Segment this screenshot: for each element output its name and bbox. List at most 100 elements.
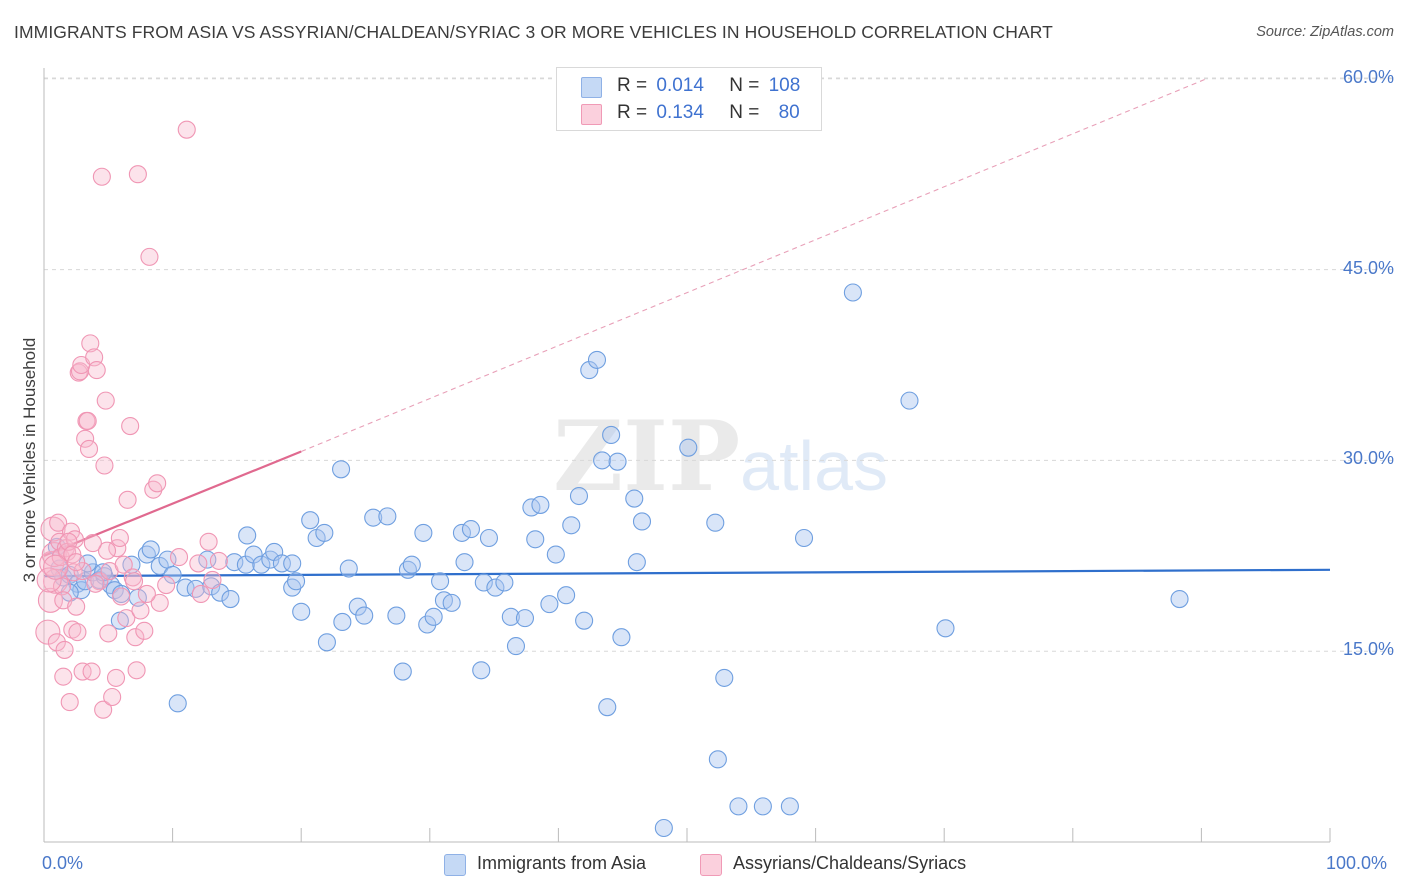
asia-point-80 — [593, 451, 612, 470]
assyrian-point-59 — [177, 120, 196, 139]
chart-title: IMMIGRANTS FROM ASIA VS ASSYRIAN/CHALDEA… — [14, 22, 1053, 42]
watermark-atlas: atlas — [740, 427, 889, 505]
asia-point-77 — [575, 611, 594, 630]
axes — [43, 68, 1331, 843]
asia-point-25 — [225, 553, 244, 572]
asia-point-75 — [562, 516, 581, 535]
asia-point-79 — [587, 350, 607, 369]
assyrian-point-0 — [35, 619, 61, 645]
assyrian-point-31 — [82, 662, 101, 681]
asia-point-91 — [708, 750, 727, 769]
assyrian-point-55 — [140, 247, 159, 266]
assyrian-point-29 — [79, 439, 99, 459]
asia-point-72 — [540, 595, 559, 614]
asia-point-49 — [393, 662, 412, 681]
asia-point-15 — [141, 540, 160, 559]
asia-point-22 — [202, 577, 221, 596]
asia-point-89 — [679, 438, 698, 457]
chart-source: Source: ZipAtlas.com — [1256, 24, 1394, 40]
asia-point-44 — [348, 597, 367, 616]
assyrian-point-60 — [189, 554, 208, 573]
asia-point-78 — [580, 361, 599, 380]
asia-point-27 — [238, 526, 257, 545]
asia-point-57 — [442, 593, 461, 612]
asia-point-61 — [472, 661, 491, 680]
asia-point-94 — [753, 797, 772, 816]
assyrian-point-52 — [128, 165, 147, 184]
asia-point-76 — [569, 486, 589, 506]
asia-point-84 — [612, 628, 631, 647]
y-tick-label: 30.0% — [1342, 448, 1394, 469]
assyrian-point-48 — [121, 417, 140, 436]
asia-point-51 — [402, 555, 421, 574]
asia-point-41 — [332, 460, 351, 479]
asia-point-90 — [706, 513, 725, 532]
assyrian-point-50 — [126, 628, 145, 647]
asia-point-40 — [317, 633, 336, 652]
legend-swatch-assyrian — [581, 104, 602, 125]
asia-point-99 — [936, 619, 955, 638]
watermark: ZIPatlas — [553, 400, 888, 513]
assyrian-point-57 — [148, 474, 167, 493]
assyrian-point-39 — [99, 624, 118, 643]
asia-point-86 — [627, 553, 646, 572]
x-tick-label-max: 100.0% — [1326, 853, 1388, 873]
asia-point-65 — [495, 573, 514, 592]
assyrian-point-35 — [92, 167, 111, 186]
asia-point-85 — [625, 489, 644, 508]
asia-point-48 — [387, 606, 406, 625]
asia-point-63 — [479, 528, 499, 548]
assyrian-point-73 — [124, 572, 144, 591]
y-tick-label: 45.0% — [1342, 257, 1394, 278]
assyrian-point-63 — [203, 570, 222, 590]
y-axis-title: 3 or more Vehicles in Household — [20, 337, 39, 583]
assyrian-point-12 — [55, 640, 74, 659]
asia-point-97 — [843, 283, 862, 302]
asia-point-47 — [378, 507, 397, 526]
asia-point-18 — [163, 565, 182, 584]
asia-point-26 — [236, 555, 255, 574]
asia-point-59 — [455, 553, 474, 572]
watermark-zip: ZIP — [553, 400, 741, 513]
asia-point-67 — [506, 637, 526, 656]
asia-point-82 — [602, 425, 621, 445]
asia-point-68 — [515, 609, 535, 628]
legend-text-asia: R = 0.014 N = 108 — [617, 75, 801, 96]
asia-point-100 — [1170, 589, 1189, 609]
asia-point-95 — [780, 797, 799, 816]
assyrian-point-38 — [96, 391, 115, 410]
assyrian-point-15 — [60, 693, 79, 712]
asia-point-73 — [546, 545, 565, 564]
series-legend: Immigrants from Asia Assyrians/Chaldeans… — [0, 852, 1406, 878]
assyrian-point-79 — [83, 534, 102, 553]
asia-point-87 — [632, 512, 652, 531]
assyrian-point-7 — [49, 513, 68, 532]
assyrian-trend-extension — [300, 77, 1209, 453]
assyrian-point-66 — [43, 554, 69, 580]
assyrian-point-74 — [137, 584, 156, 604]
asia-point-93 — [729, 797, 748, 816]
asia-point-32 — [272, 554, 291, 573]
assyrian-point-37 — [95, 456, 114, 475]
asia-point-46 — [364, 508, 383, 527]
legend-r-value-asia: 0.014 — [656, 75, 704, 96]
asia-point-83 — [608, 452, 627, 471]
assyrian-point-62 — [199, 532, 218, 551]
legend-text-assyrian: R = 0.134 N = 80 — [617, 102, 800, 123]
asia-point-60 — [461, 520, 481, 539]
asia-point-64 — [486, 578, 505, 597]
asia-point-21 — [198, 550, 217, 569]
asia-point-98 — [900, 391, 919, 410]
assyrian-point-6 — [47, 633, 66, 652]
asia-point-88 — [654, 818, 673, 838]
legend-n-value-asia: 108 — [768, 75, 801, 96]
asia-point-62 — [474, 573, 493, 592]
y-tick-label: 60.0% — [1342, 66, 1394, 87]
assyrian-point-72 — [112, 587, 131, 606]
assyrian-point-46 — [117, 609, 136, 628]
asia-point-43 — [339, 559, 358, 578]
asia-point-55 — [431, 572, 450, 591]
assyrian-point-17 — [63, 620, 82, 639]
assyrian-point-21 — [68, 623, 87, 642]
